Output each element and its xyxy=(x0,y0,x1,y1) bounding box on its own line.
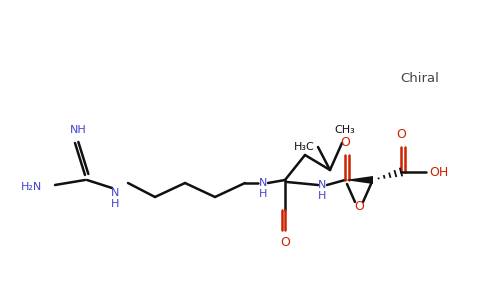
Text: N: N xyxy=(111,188,119,198)
Text: CH₃: CH₃ xyxy=(334,125,355,135)
Text: O: O xyxy=(340,136,350,149)
Text: H: H xyxy=(111,199,119,209)
Text: H: H xyxy=(259,189,267,199)
Text: N: N xyxy=(259,178,267,188)
Text: N: N xyxy=(318,180,326,190)
Text: H₂N: H₂N xyxy=(21,182,43,192)
Text: O: O xyxy=(354,200,364,214)
Text: H: H xyxy=(318,191,326,201)
Text: H₃C: H₃C xyxy=(294,142,315,152)
Text: OH: OH xyxy=(429,166,449,178)
Text: O: O xyxy=(280,236,290,248)
Text: O: O xyxy=(396,128,406,142)
Polygon shape xyxy=(345,176,373,184)
Text: NH: NH xyxy=(70,125,86,135)
Text: Chiral: Chiral xyxy=(401,71,439,85)
